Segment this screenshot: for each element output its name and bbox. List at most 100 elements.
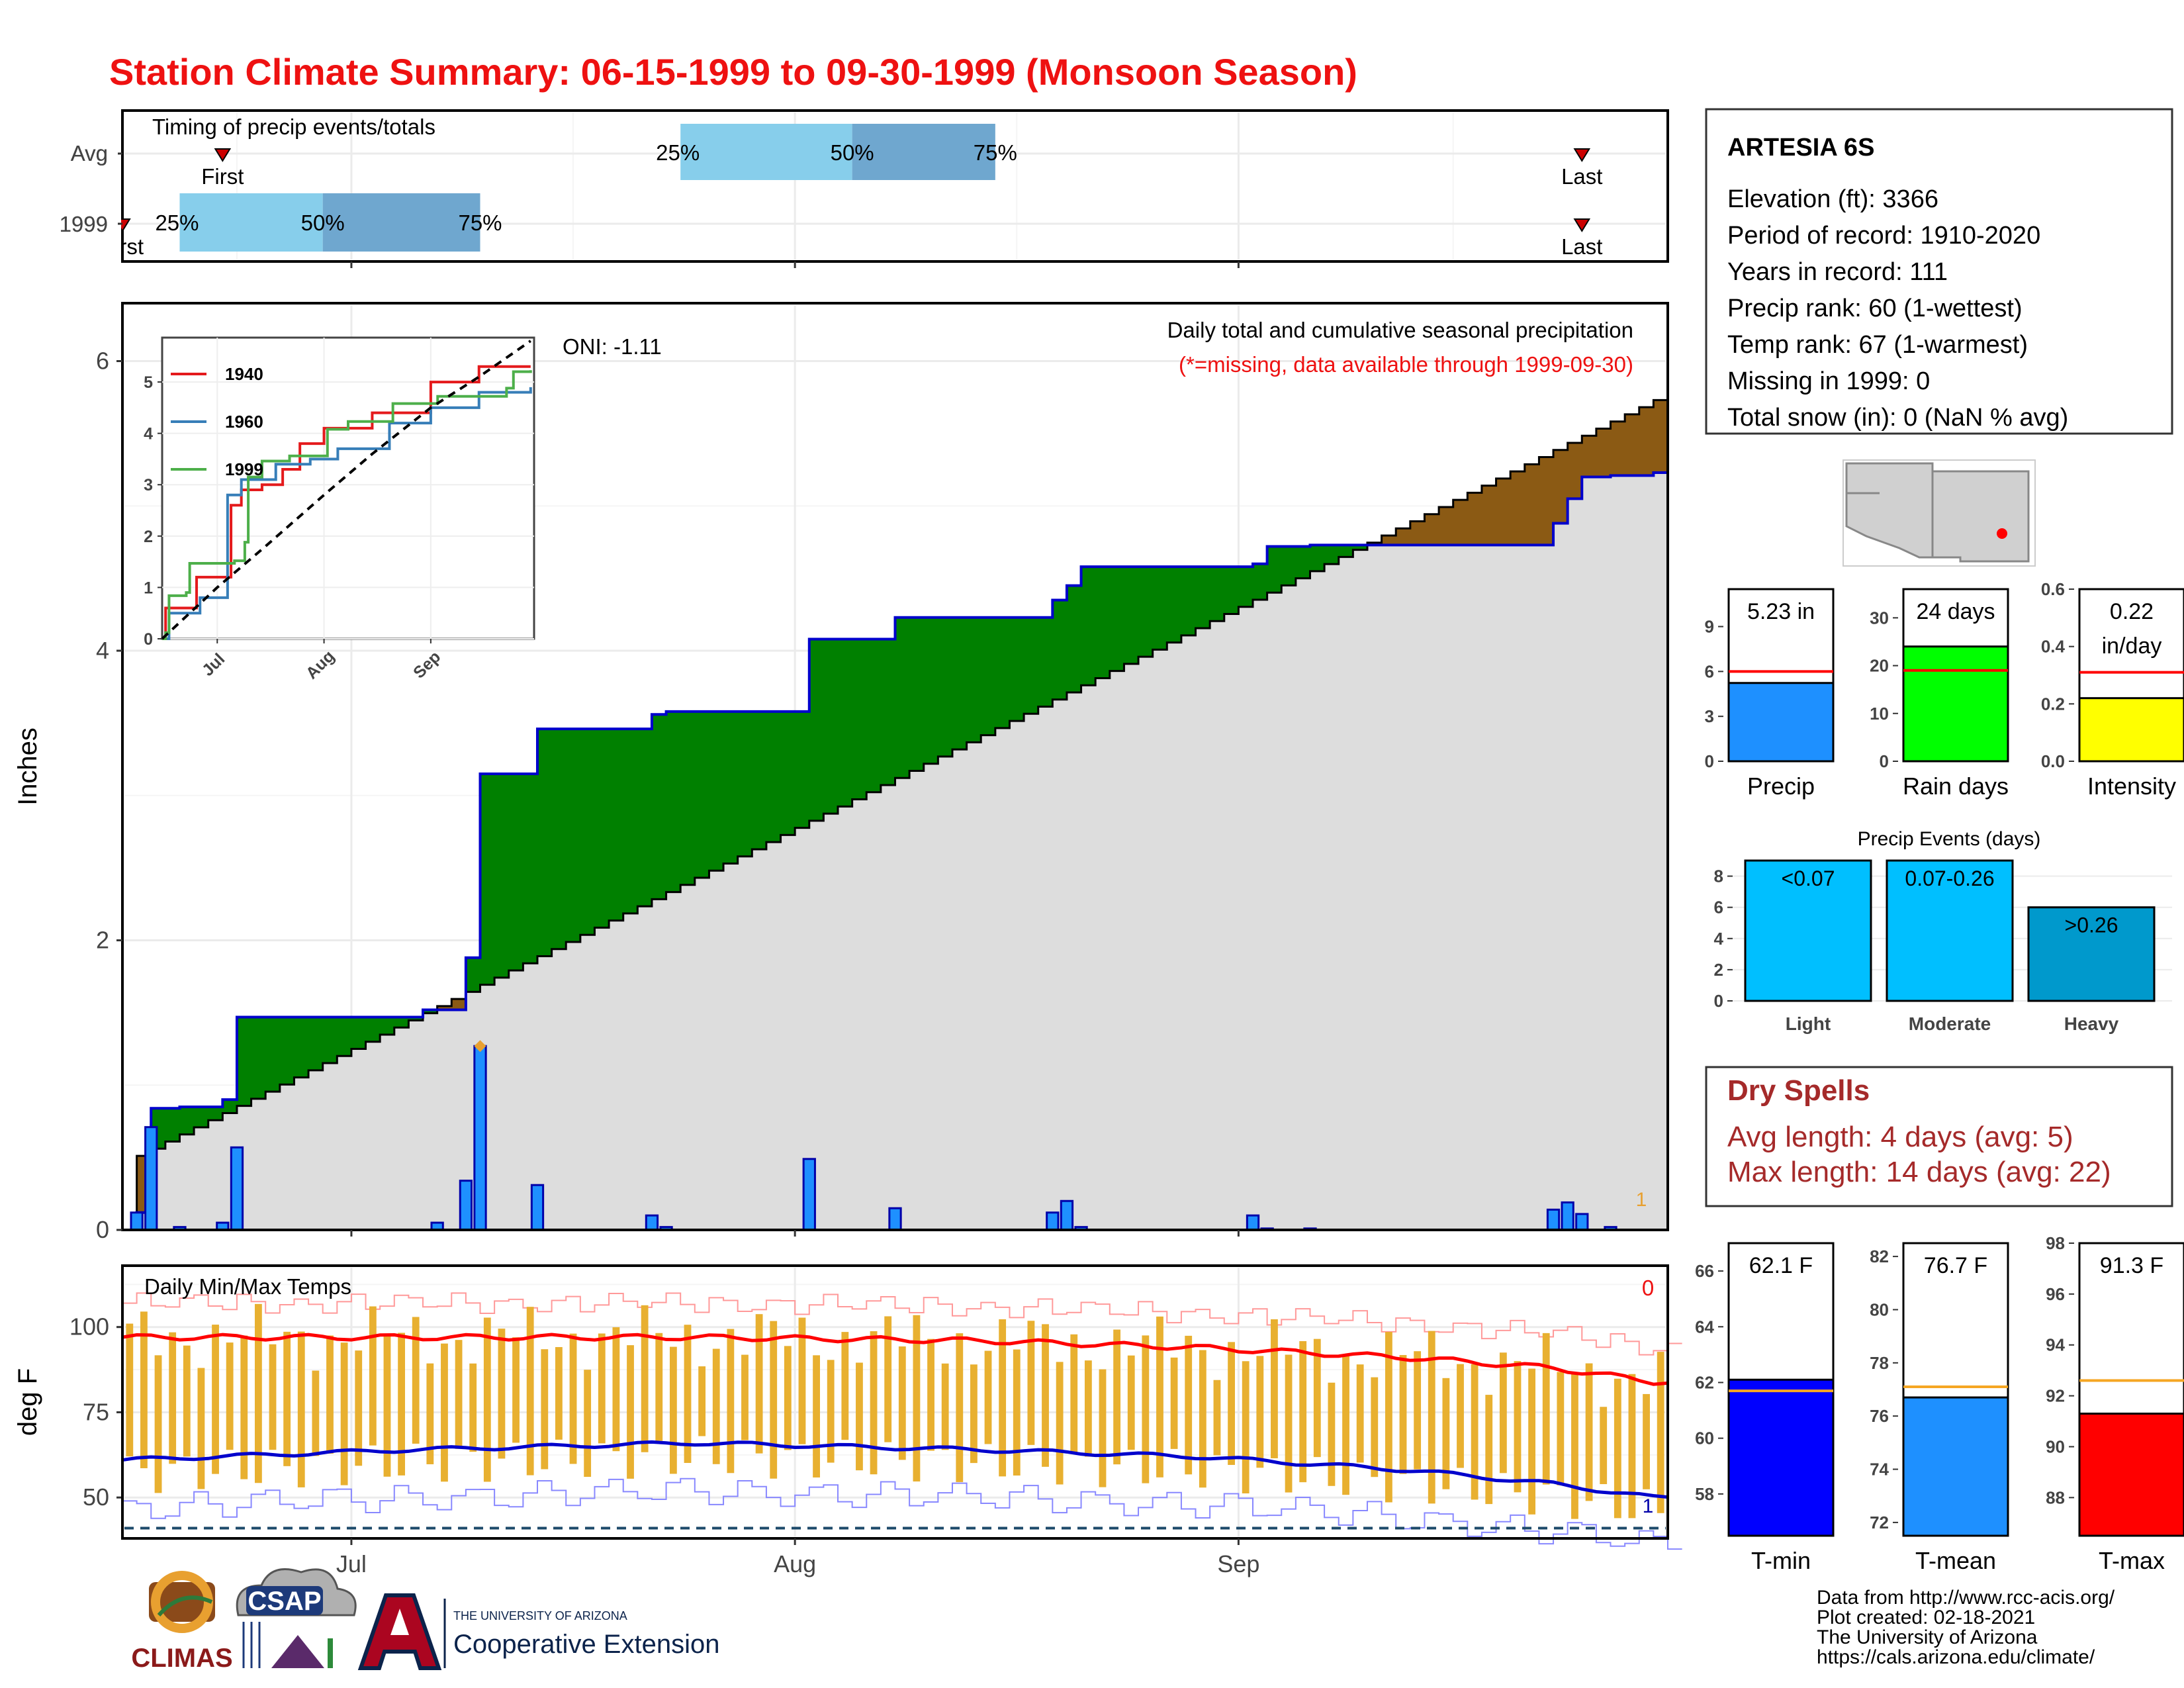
x-tick-label: Aug [774, 1550, 816, 1577]
daily-temp-bar [1585, 1363, 1593, 1501]
daily-temp-bar [569, 1333, 577, 1464]
summary-y-tick-label: 66 [1695, 1261, 1714, 1281]
temp-frame [121, 1264, 1669, 1540]
daily-temp-bar [1414, 1351, 1422, 1470]
daily-temp-bar [355, 1350, 363, 1466]
missing-count: 1 [1636, 1189, 1647, 1211]
timing-avg-first-marker [214, 148, 232, 162]
daily-temp-bar [941, 1363, 949, 1450]
daily-temp-bar [1600, 1407, 1608, 1485]
summary-y-tick-label: 78 [1870, 1353, 1889, 1373]
daily-temp-bar [412, 1317, 420, 1444]
timing-avg-q50-label: 50% [831, 140, 874, 165]
temp-missing-min: 1 [1643, 1495, 1654, 1517]
daily-temp-bar [727, 1329, 735, 1474]
timing-avg-last-marker [1573, 148, 1591, 162]
daily-temp-bar [1557, 1372, 1565, 1485]
timing-row-1999-label: 1999 [60, 212, 108, 236]
inset-y-tick-label: 3 [144, 476, 153, 494]
daily-temp-bar [469, 1363, 477, 1452]
station-line: Missing in 1999: 0 [1727, 367, 1930, 395]
daily-temp-bar [269, 1344, 277, 1450]
summary-y-tick-label: 58 [1695, 1484, 1714, 1504]
daily-temp-bar [1213, 1380, 1221, 1456]
daily-temp-bar [698, 1366, 706, 1436]
station-line: Precip rank: 60 (1-wettest) [1727, 295, 2023, 322]
daily-temp-bar [1242, 1361, 1250, 1494]
summary-value-label: in/day [2102, 633, 2162, 659]
timing-avg-q25-label: 25% [656, 140, 700, 165]
ua-line1: THE UNIVERSITY OF ARIZONA [453, 1609, 627, 1622]
daily-precip-bar [888, 1207, 902, 1231]
summary-y-tick-label: 80 [1870, 1299, 1889, 1319]
summary-y-tick-label: 0.6 [2041, 579, 2065, 599]
precip-subtitle: (*=missing, data available through 1999-… [1179, 352, 1633, 377]
normal-area [122, 472, 1668, 1230]
precip-title: Daily total and cumulative seasonal prec… [1167, 318, 1633, 342]
daily-temp-bar [1199, 1350, 1206, 1488]
summary-bar [2078, 1413, 2184, 1537]
timing-avg-iqr-low [680, 124, 852, 180]
climas-logo: CLIMAS [131, 1571, 233, 1673]
daily-temp-bar [197, 1368, 205, 1489]
temp-y-tick-label: 100 [69, 1313, 109, 1340]
events-y-tick-label: 8 [1714, 867, 1723, 886]
inset-y-tick-label: 4 [144, 425, 153, 444]
daily-temp-bar [483, 1317, 491, 1482]
summary-y-tick-label: 0.0 [2041, 751, 2065, 771]
daily-temp-bar [1042, 1324, 1049, 1467]
daily-temp-bar [870, 1331, 878, 1475]
timing-1999-last-label: Last [1561, 234, 1602, 259]
daily-precip-bar [802, 1158, 816, 1231]
daily-precip-bar [1060, 1199, 1074, 1231]
footer-line: Plot created: 02-18-2021 [1817, 1607, 2035, 1628]
map-states [1845, 462, 2030, 563]
events-bar [2027, 906, 2156, 1002]
daily-temp-bar [1156, 1316, 1163, 1477]
daily-temp-bar [584, 1370, 592, 1477]
timing-avg-last-label: Last [1561, 164, 1602, 189]
daily-precip-bar [1561, 1201, 1574, 1231]
daily-temp-bar [741, 1354, 749, 1440]
daily-temp-bar [1313, 1338, 1321, 1458]
station-name: ARTESIA 6S [1727, 134, 1874, 162]
timing-avg-q75-label: 75% [974, 140, 1017, 165]
summary-y-tick-label: 62 [1695, 1372, 1714, 1392]
daily-temp-bar [254, 1303, 262, 1483]
summary-value-label: 76.7 F [1924, 1253, 1987, 1278]
daily-temp-bar [212, 1325, 219, 1474]
inset-y-tick-label: 1 [144, 579, 153, 597]
station-line: Period of record: 1910-2020 [1727, 222, 2040, 250]
avg-max-line [122, 1333, 1668, 1386]
daily-temp-bar [655, 1333, 663, 1441]
daily-precip-bar [1546, 1208, 1561, 1231]
daily-temp-bar [913, 1315, 921, 1482]
daily-temp-bar [970, 1364, 978, 1464]
daily-temp-bar [898, 1346, 906, 1460]
daily-temp-bar [183, 1345, 191, 1457]
temp-ylabel: deg F [13, 1368, 42, 1436]
events-x-label: Moderate [1909, 1013, 1991, 1034]
daily-temp-bar [956, 1333, 964, 1482]
timing-1999-q75-label: 75% [458, 211, 502, 235]
daily-temp-bar [555, 1346, 563, 1440]
inset-y-tick-label: 5 [144, 373, 153, 392]
daily-temp-bar [1371, 1377, 1379, 1477]
daily-temp-bar [512, 1337, 520, 1443]
summary-y-tick-label: 10 [1870, 704, 1889, 724]
summary-chart-intensity_summary: 0.22 in/day 0.0 0.2 0.4 0.6 Intensity [2041, 579, 2184, 800]
summary-y-tick-label: 96 [2046, 1284, 2065, 1304]
events-bar-label: <0.07 [1782, 867, 1835, 890]
daily-temp-bar [1285, 1354, 1293, 1493]
daily-temp-bar [426, 1363, 434, 1465]
precip-panel: 0 2 4 6 Daily total and cumulative seasonal… [13, 302, 1669, 1243]
daily-temp-bar [1170, 1357, 1178, 1449]
daily-temp-bar [712, 1348, 720, 1464]
daily-temp-bar [1185, 1335, 1193, 1475]
summary-chart-raindays_summary: 24 days 0 10 20 30 Rain days [1870, 588, 2009, 800]
daily-temp-bar [340, 1342, 348, 1485]
timing-row-1999-label: 1999 [60, 212, 108, 236]
daily-temp-bar [813, 1355, 820, 1477]
daily-temp-bar [240, 1335, 248, 1479]
